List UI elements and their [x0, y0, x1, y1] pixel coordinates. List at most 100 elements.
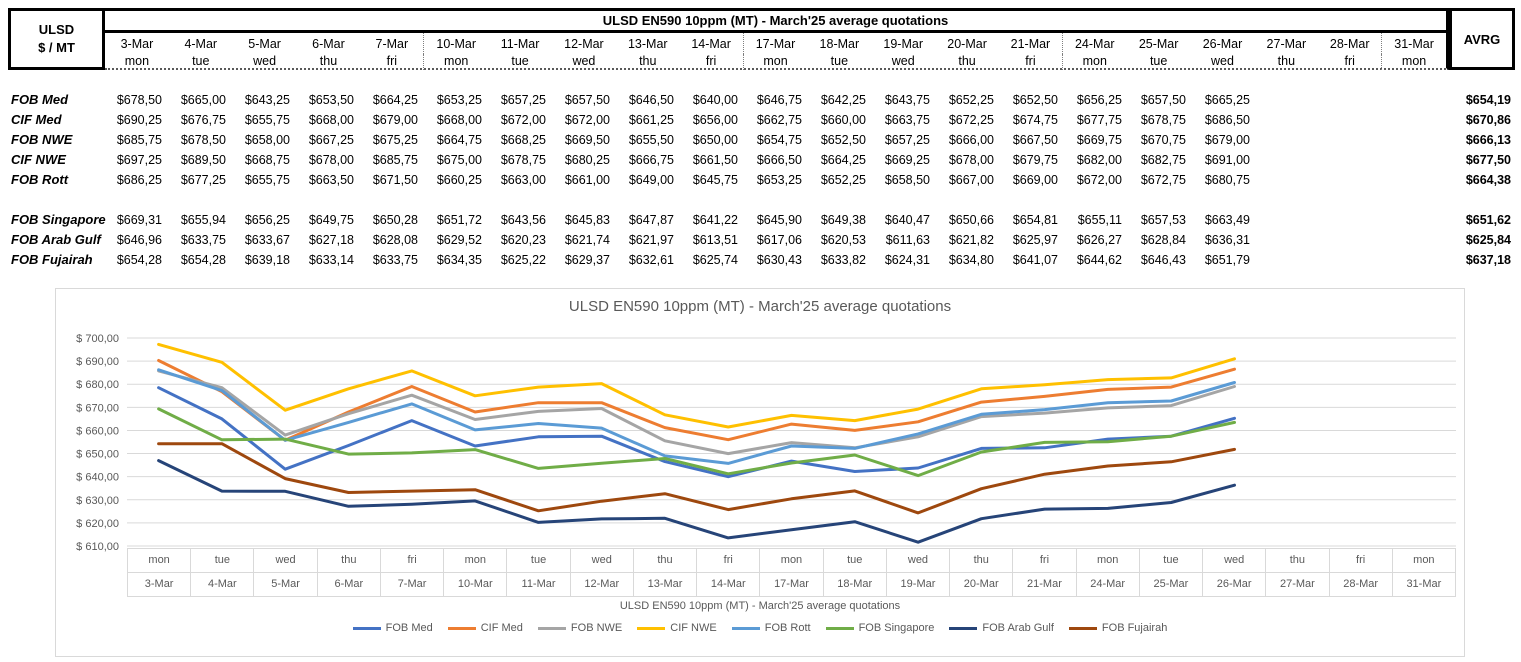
y-axis-tick-label: $ 680,00 — [76, 379, 119, 391]
x-axis-day-cell: thu — [317, 549, 381, 573]
value-cell: $660,25 — [436, 173, 482, 187]
avrg-cell: $666,13 — [1465, 133, 1511, 147]
value-cell: $657,25 — [884, 133, 930, 147]
value-cell: $646,96 — [116, 233, 162, 247]
date-header-cell: 26-Mar — [1202, 37, 1243, 51]
value-cell — [1321, 90, 1385, 110]
value-cell: $655,75 — [244, 173, 290, 187]
value-cell: $667,00 — [948, 173, 994, 187]
value-cell: $685,75 — [372, 153, 418, 167]
legend-label: FOB Arab Gulf — [982, 622, 1054, 634]
value-cell: $653,50 — [308, 93, 354, 107]
value-cell: $652,25 — [948, 93, 994, 107]
value-cell: $668,75 — [244, 153, 290, 167]
value-cell — [1257, 90, 1321, 110]
avrg-cell: $625,84 — [1465, 233, 1511, 247]
value-cell: $625,22 — [500, 253, 546, 267]
value-cell: $653,25 — [756, 173, 802, 187]
value-cell — [1257, 150, 1321, 170]
value-cell: $632,61 — [628, 253, 674, 267]
value-cell: $644,62 — [1076, 253, 1122, 267]
date-header-cell: 25-Mar — [1138, 37, 1179, 51]
value-cell: $633,82 — [820, 253, 866, 267]
value-cell: $664,75 — [436, 133, 482, 147]
x-axis-date-cell: 12-Mar — [570, 573, 634, 597]
legend-swatch-fob-arab-gulf — [949, 626, 978, 630]
x-axis-date-cell: 13-Mar — [633, 573, 698, 597]
value-cell: $661,00 — [564, 173, 610, 187]
legend-item: FOB Fujairah — [1068, 622, 1167, 634]
day-header-cell: fri — [680, 54, 744, 70]
avrg-cell: $651,62 — [1465, 213, 1511, 227]
date-header-cell: 17-Mar — [755, 37, 796, 51]
series-line-fob-arab-gulf — [157, 459, 1236, 544]
x-axis-day-cell: thu — [633, 549, 698, 573]
y-axis-tick-label: $ 640,00 — [76, 472, 119, 484]
avrg-cell: $677,50 — [1465, 153, 1511, 167]
value-cell: $689,50 — [180, 153, 226, 167]
avrg-cell: $654,19 — [1465, 93, 1511, 107]
value-cell: $636,31 — [1204, 233, 1250, 247]
value-cell: $656,00 — [692, 113, 738, 127]
legend-swatch-fob-med — [352, 626, 381, 630]
legend-item: FOB Singapore — [825, 622, 934, 634]
value-cell: $621,82 — [948, 233, 994, 247]
x-axis-date-cell: 27-Mar — [1266, 573, 1330, 597]
value-cell: $629,37 — [564, 253, 610, 267]
value-cell: $652,50 — [820, 133, 866, 147]
value-cell: $640,47 — [884, 213, 930, 227]
day-header-cell: wed — [253, 54, 277, 68]
value-cell: $697,25 — [116, 153, 162, 167]
day-header-cell: fri — [999, 54, 1063, 70]
chart-plot-area: $ 610,00 $ 620,00 $ 630,00 $ 640,00 $ 650,00… — [76, 333, 1456, 553]
date-header-cell: 4-Mar — [184, 37, 218, 51]
legend-label: FOB Rott — [764, 622, 811, 634]
value-cell: $686,25 — [116, 173, 162, 187]
x-axis-day-cell: thu — [950, 549, 1014, 573]
x-axis-date-cell: 4-Mar — [191, 573, 255, 597]
value-cell: $652,50 — [1012, 93, 1058, 107]
value-cell: $621,97 — [628, 233, 674, 247]
day-header-cell: thu — [639, 54, 657, 68]
y-axis-tick-label: $ 620,00 — [76, 518, 119, 530]
value-cell: $661,50 — [692, 153, 738, 167]
value-cell: $640,00 — [692, 93, 738, 107]
series-line-fob-med — [157, 386, 1236, 479]
value-cell: $626,27 — [1076, 233, 1122, 247]
x-axis-date-cell: 19-Mar — [886, 573, 951, 597]
day-header-cell: wed — [891, 54, 915, 68]
table-corner-header: ULSD $ / MT — [8, 8, 105, 70]
value-cell: $645,75 — [692, 173, 738, 187]
value-cell — [1385, 90, 1449, 110]
x-axis-day-cell: mon — [1076, 549, 1140, 573]
table-title: ULSD EN590 10ppm (MT) - March'25 average… — [105, 11, 1446, 33]
value-cell: $672,00 — [1076, 173, 1122, 187]
day-header-cell: tue — [192, 54, 210, 68]
x-axis-date-cell: 20-Mar — [950, 573, 1014, 597]
value-cell: $646,43 — [1140, 253, 1186, 267]
value-cell: $649,75 — [308, 213, 354, 227]
date-header-cell: 7-Mar — [360, 33, 425, 54]
series-line-fob-nwe — [157, 369, 1236, 456]
x-axis-day-cell: fri — [380, 549, 445, 573]
x-axis-date-cell: 11-Mar — [507, 573, 571, 597]
value-cell — [1321, 150, 1385, 170]
x-axis-day-cell: tue — [191, 549, 255, 573]
value-cell: $658,00 — [244, 133, 290, 147]
value-cell: $672,25 — [948, 113, 994, 127]
value-cell: $643,75 — [884, 93, 930, 107]
value-cell: $650,66 — [948, 213, 994, 227]
legend-swatch-fob-nwe — [537, 626, 566, 630]
value-cell: $674,75 — [1012, 113, 1058, 127]
value-cell: $666,50 — [756, 153, 802, 167]
series-line-fob-singapore — [157, 407, 1236, 478]
value-cell: $663,75 — [884, 113, 930, 127]
series-line-fob-rott — [157, 368, 1236, 465]
value-cell — [1257, 230, 1321, 250]
legend-item: CIF Med — [447, 622, 523, 634]
date-header-cell: 18-Mar — [819, 37, 860, 51]
value-cell: $686,50 — [1204, 113, 1250, 127]
value-cell — [1385, 250, 1449, 270]
value-cell: $677,75 — [1076, 113, 1122, 127]
day-header-cell: tue — [511, 54, 529, 68]
